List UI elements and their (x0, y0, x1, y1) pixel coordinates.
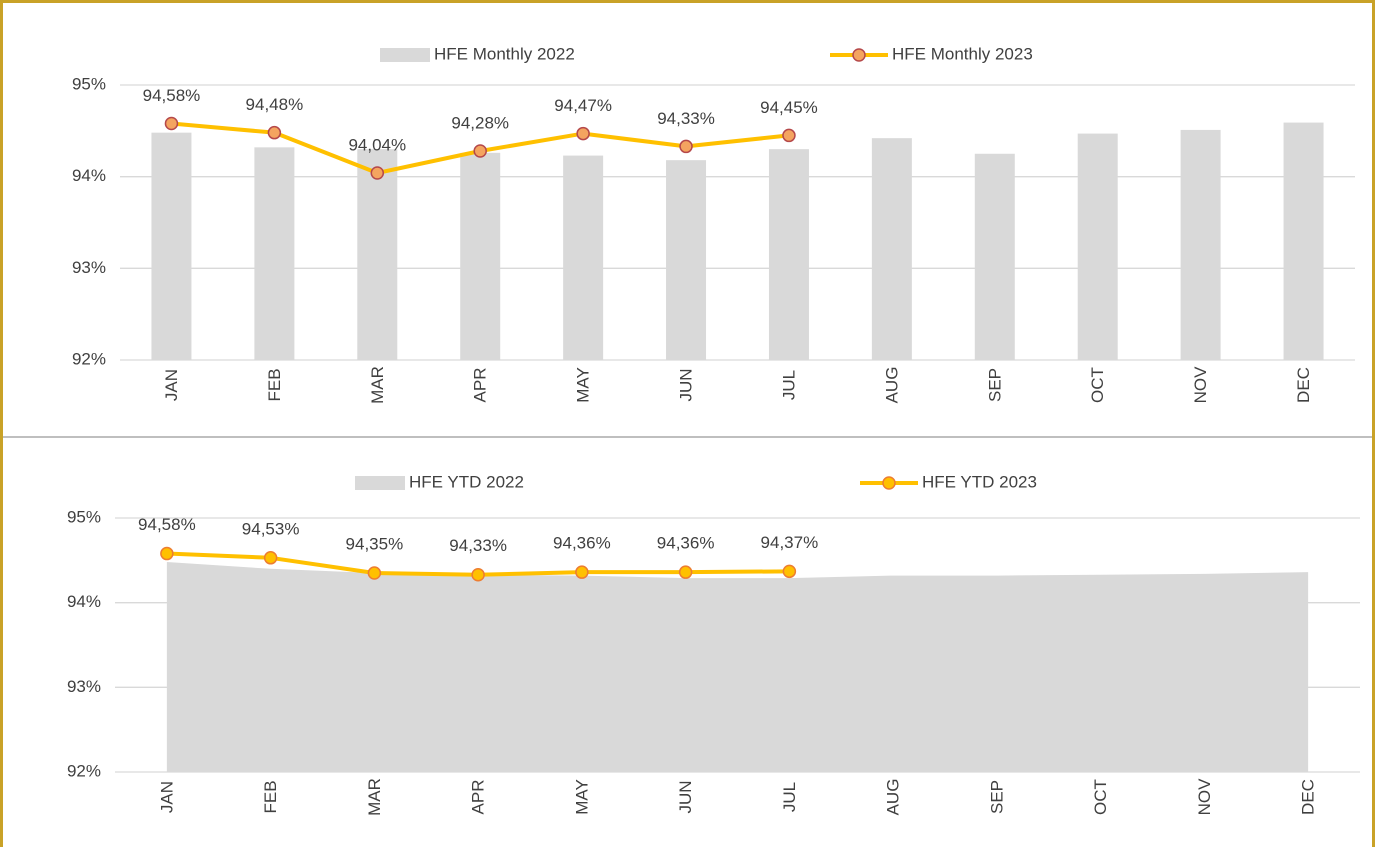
x-tick-label: DEC (1299, 779, 1318, 815)
x-tick-label: DEC (1294, 367, 1313, 403)
y-tick-label: 95% (72, 74, 106, 93)
bar (871, 138, 912, 360)
y-tick-label: 93% (67, 677, 101, 696)
x-tick-label: NOV (1191, 366, 1210, 404)
bar (974, 153, 1015, 360)
data-label: 94,33% (449, 536, 507, 555)
legend-marker (882, 476, 896, 490)
y-tick-label: 92% (67, 761, 101, 780)
x-tick-label: JUN (677, 368, 696, 401)
data-label: 94,36% (553, 534, 611, 553)
data-label: 94,58% (138, 515, 196, 534)
y-tick-label: 92% (72, 349, 106, 368)
marker (473, 144, 487, 158)
x-tick-label: SEP (985, 368, 1004, 402)
data-label: 94,53% (242, 519, 300, 538)
legend-label: HFE YTD 2023 (922, 472, 1037, 491)
marker (575, 565, 589, 579)
x-tick-label: OCT (1091, 779, 1110, 815)
data-label: 94,37% (761, 533, 819, 552)
bar (460, 152, 501, 360)
marker (782, 128, 796, 143)
x-tick-label: FEB (261, 780, 280, 813)
y-tick-label: 94% (67, 592, 101, 611)
x-tick-label: MAY (572, 779, 591, 815)
marker (367, 566, 382, 580)
marker (263, 551, 278, 565)
x-tick-label: MAR (368, 366, 387, 404)
x-tick-label: JUL (780, 782, 799, 812)
x-tick-label: APR (469, 780, 488, 815)
x-tick-label: JAN (162, 369, 181, 401)
x-tick-label: OCT (1088, 367, 1107, 403)
bar (1180, 129, 1221, 360)
x-tick-label: JAN (157, 781, 176, 813)
y-tick-label: 94% (72, 166, 106, 185)
marker (679, 139, 693, 154)
bar (666, 160, 707, 360)
x-tick-label: AUG (882, 367, 901, 404)
data-label: 94,36% (657, 534, 715, 553)
data-label: 94,45% (760, 98, 818, 117)
x-tick-label: SEP (987, 780, 1006, 814)
marker (160, 546, 174, 561)
bar (1077, 133, 1118, 360)
marker (370, 166, 385, 180)
marker (678, 565, 693, 579)
data-label: 94,35% (346, 535, 404, 554)
legend-label: HFE Monthly 2022 (434, 44, 575, 63)
data-label: 94,04% (348, 135, 406, 154)
y-tick-label: 93% (72, 258, 106, 277)
x-tick-label: JUL (779, 370, 798, 400)
data-label: 94,33% (657, 109, 715, 128)
bar (254, 147, 295, 360)
x-tick-label: FEB (265, 368, 284, 401)
legend-label: HFE Monthly 2023 (892, 44, 1033, 63)
x-tick-label: MAR (365, 778, 384, 816)
data-label: 94,47% (554, 96, 612, 115)
data-label: 94,28% (451, 113, 509, 132)
marker (164, 116, 179, 131)
marker (471, 567, 485, 582)
y-tick-label: 95% (67, 507, 101, 526)
x-tick-label: APR (471, 368, 490, 403)
x-tick-label: NOV (1195, 778, 1214, 816)
bar (1283, 122, 1324, 360)
legend-marker (852, 48, 866, 62)
legend-swatch (355, 476, 405, 490)
x-tick-label: MAY (574, 367, 593, 403)
bar (563, 155, 604, 360)
data-label: 94,48% (246, 95, 304, 114)
area (166, 562, 1309, 772)
legend-swatch (380, 48, 430, 62)
bar (768, 149, 809, 360)
marker (576, 126, 590, 141)
bar (357, 149, 398, 360)
bar (151, 132, 192, 360)
x-tick-label: JUN (676, 780, 695, 813)
x-tick-label: AUG (884, 779, 903, 816)
data-label: 94,58% (143, 86, 201, 105)
marker (782, 564, 797, 579)
marker (267, 125, 282, 140)
legend-label: HFE YTD 2022 (409, 472, 524, 491)
